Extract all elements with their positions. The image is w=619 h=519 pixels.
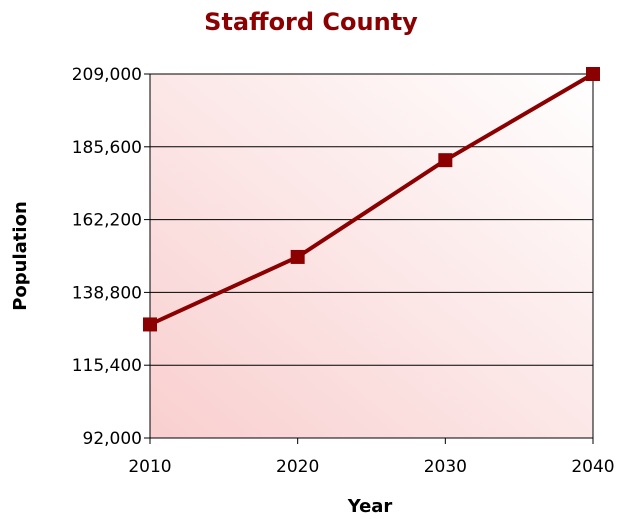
y-tick-label: 162,200 (72, 211, 142, 231)
x-tick-label: 2030 (424, 457, 467, 477)
plot-area (149, 73, 594, 439)
series-layer (143, 67, 600, 332)
series-line (149, 72, 595, 327)
x-axis-label: Year (347, 496, 393, 517)
y-tick-label: 115,400 (72, 356, 142, 376)
y-tick-label: 138,800 (72, 283, 142, 303)
y-axis-label: Population (10, 201, 31, 311)
x-axis-ticks: 2010 2020 2030 2040 (128, 438, 615, 477)
x-tick-label: 2020 (276, 457, 319, 477)
y-tick-label: 92,000 (83, 429, 142, 449)
data-point-marker (586, 67, 600, 81)
y-axis-ticks: 92,000 115,400 138,800 162,200 185,600 209,00… (72, 65, 150, 449)
x-tick-label: 2010 (128, 457, 171, 477)
y-tick-label: 209,000 (72, 65, 142, 85)
y-tick-label: 185,600 (72, 138, 142, 158)
data-point-marker (143, 317, 157, 332)
data-point-marker (438, 153, 453, 168)
x-tick-label: 2040 (571, 457, 614, 477)
data-point-marker (290, 249, 305, 264)
chart-title: Stafford County (204, 8, 418, 36)
